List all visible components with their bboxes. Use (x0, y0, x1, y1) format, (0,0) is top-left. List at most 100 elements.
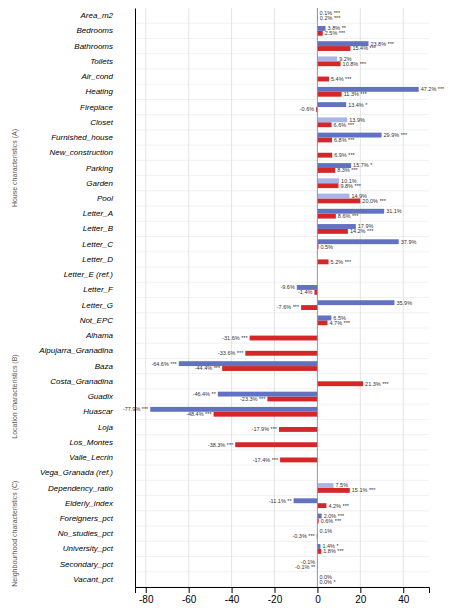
plot-area: 0.2% ***2.5% ***15.4% ***10.8% ***5.4% *… (38, 8, 445, 605)
data-label: 8.6% *** (338, 213, 359, 219)
row-separator (135, 129, 429, 130)
bar (317, 138, 332, 143)
y-tick-label: Letter_B (83, 224, 114, 233)
grid-line (317, 8, 318, 587)
row-separator (135, 480, 429, 481)
bar (317, 488, 349, 493)
bar (317, 194, 349, 199)
data-label: 0.0% (319, 574, 332, 580)
x-tick-mark (146, 587, 147, 593)
data-label: 17.9% (358, 223, 374, 229)
y-tick-label: Dependency_ratio (48, 484, 113, 493)
bar (317, 87, 418, 92)
data-label: 10.1% (341, 178, 357, 184)
row-separator (135, 282, 429, 283)
data-label: -7.6% *** (277, 304, 300, 310)
y-tick-label: Letter_A (83, 209, 113, 218)
data-label: 35.9% (396, 300, 412, 306)
data-label: -17.4% *** (253, 457, 279, 463)
data-label: 0.1% (320, 528, 333, 534)
data-label: -46.4% ** (193, 391, 217, 397)
y-tick-label: Pool (97, 194, 113, 203)
y-tick-label: Letter_G (82, 301, 113, 310)
y-tick: Alpujarra_Granadina (38, 346, 135, 355)
x-tick-label: 20 (355, 594, 367, 605)
data-label: 13.9% (349, 117, 365, 123)
y-tick: Letter_E (ref.) (64, 270, 135, 279)
x-tick-mark (232, 587, 233, 593)
data-label: 2.0% *** (324, 513, 345, 519)
y-tick-label: Bedrooms (77, 26, 113, 35)
row-separator (135, 510, 429, 511)
x-tick: -20 (268, 587, 283, 605)
x-tick-label: -20 (268, 594, 283, 605)
row-separators (135, 23, 429, 587)
chart-container: 0.2% ***2.5% ***15.4% ***10.8% ***5.4% *… (0, 0, 474, 611)
data-label: 7.5% (336, 482, 349, 488)
y-tick-label: New_construction (49, 148, 113, 157)
y-tick-label: Elderly_index (65, 499, 114, 508)
y-tick-label: Los_Montes (69, 438, 113, 447)
bar (317, 214, 335, 219)
bars (150, 11, 418, 569)
y-tick-label: Letter_F (83, 285, 114, 294)
y-tick: Bathrooms (74, 42, 135, 51)
y-tick-label: Garden (86, 179, 113, 188)
bar (317, 549, 321, 554)
bar (317, 544, 320, 549)
y-tick: Baza (95, 362, 135, 371)
x-tick-mark (189, 587, 190, 593)
data-labels: 0.2% ***2.5% ***15.4% ***10.8% ***5.4% *… (123, 10, 445, 585)
row-separator (135, 38, 429, 39)
row-separator (135, 571, 429, 572)
data-label: 5.4% *** (331, 76, 352, 82)
x-tick: -60 (182, 587, 197, 605)
y-tick-label: Vacant_pct (73, 575, 114, 584)
data-label: 31.1% (386, 208, 402, 214)
y-tick: Letter_C (82, 240, 135, 249)
row-separator (135, 373, 429, 374)
row-separator (135, 465, 429, 466)
bar (317, 92, 341, 97)
data-label: 6.8% *** (334, 137, 355, 143)
x-tick-label: -80 (139, 594, 154, 605)
data-label: 0.1% *** (320, 10, 341, 16)
bar (317, 122, 331, 127)
data-label: -1.4% (298, 289, 312, 295)
row-separator (135, 312, 429, 313)
data-label: 23.8% *** (370, 41, 394, 47)
y-tick-label: Letter_D (82, 255, 113, 264)
row-separator (135, 404, 429, 405)
row-separator (135, 327, 429, 328)
data-label: 37.9% (401, 239, 417, 245)
y-tick-label: Loja (98, 423, 114, 432)
data-label: 6.9% *** (334, 152, 355, 158)
bar (317, 102, 346, 107)
y-tick-label: Letter_E (ref.) (64, 270, 114, 279)
bar (250, 336, 318, 341)
y-tick: Vega_Granada (ref.) (40, 468, 135, 477)
bar (235, 442, 317, 447)
y-tick: Parking (86, 164, 135, 173)
bar (317, 61, 340, 66)
bar (314, 290, 317, 295)
y-tick: Letter_A (83, 209, 135, 218)
x-tick-mark (317, 587, 318, 593)
y-tick-label: University_pct (63, 544, 114, 553)
y-tick-label: Not_EPC (80, 316, 114, 325)
y-tick-label: Furnished_house (51, 133, 113, 142)
y-tick: Guadix (88, 392, 135, 401)
x-axis: -80-60-40-2002040 (136, 587, 430, 605)
y-tick: Valle_Lecrin (69, 453, 135, 462)
y-tick: Toilets (90, 57, 135, 66)
row-separator (135, 23, 429, 24)
x-axis-line (136, 588, 430, 594)
y-axis: Area_m2BedroomsBathroomsToiletsAir_condH… (38, 9, 135, 588)
row-separator (135, 358, 429, 359)
data-label: 6.5% (333, 315, 346, 321)
y-tick-label: Parking (86, 164, 114, 173)
data-label: 13.4% * (348, 102, 368, 108)
row-separator (135, 236, 429, 237)
row-separator (135, 175, 429, 176)
y-tick-label: Secondary_pct (60, 560, 114, 569)
